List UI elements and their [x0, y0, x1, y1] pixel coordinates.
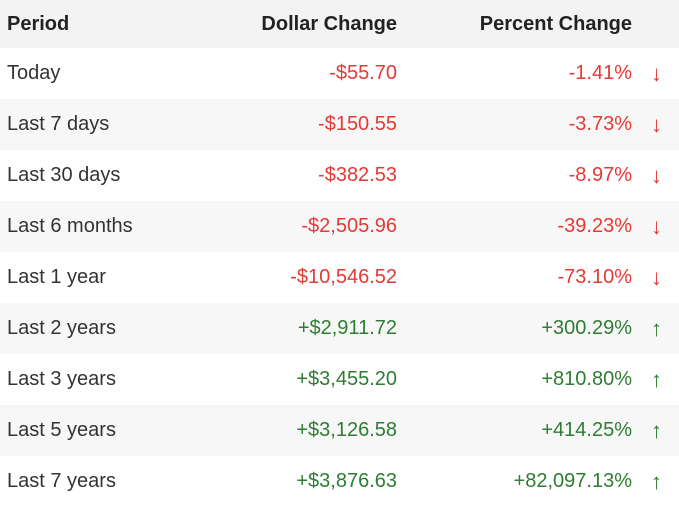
- row-percent-change: +82,097.13%: [513, 470, 632, 492]
- table-header: Period Dollar Change Percent Change: [0, 0, 679, 48]
- arrow-down-icon: ↓: [651, 162, 662, 188]
- arrow-up-icon: ↑: [651, 366, 662, 392]
- row-dollar-change: -$150.55: [318, 113, 397, 135]
- arrow-down-icon: ↓: [651, 213, 662, 239]
- table-row: Last 1 year -$10,546.52 -73.10% ↓: [0, 252, 679, 303]
- row-dollar-change: +$3,455.20: [296, 368, 397, 390]
- row-percent-change: -1.41%: [568, 62, 632, 84]
- row-percent-change: -8.97%: [568, 164, 632, 186]
- table-row: Last 7 days -$150.55 -3.73% ↓: [0, 99, 679, 150]
- row-percent-change: -3.73%: [568, 113, 632, 135]
- row-period: Last 7 years: [7, 470, 116, 492]
- row-dollar-change: +$3,126.58: [296, 419, 397, 441]
- row-dollar-change: -$2,505.96: [301, 215, 397, 237]
- table-row: Last 5 years +$3,126.58 +414.25% ↑: [0, 405, 679, 456]
- header-period: Period: [7, 12, 70, 35]
- header-dollar-change: Dollar Change: [261, 12, 397, 35]
- arrow-down-icon: ↓: [651, 111, 662, 137]
- arrow-down-icon: ↓: [651, 264, 662, 290]
- arrow-down-icon: ↓: [651, 60, 662, 86]
- row-period: Last 3 years: [7, 368, 116, 390]
- row-percent-change: -39.23%: [557, 215, 633, 237]
- header-percent-change: Percent Change: [479, 12, 632, 35]
- table-row: Today -$55.70 -1.41% ↓: [0, 48, 679, 99]
- row-dollar-change: +$2,911.72: [297, 317, 397, 339]
- table-row: Last 2 years +$2,911.72 +300.29% ↑: [0, 303, 679, 354]
- row-percent-change: +414.25%: [541, 419, 632, 441]
- row-dollar-change: -$382.53: [318, 164, 397, 186]
- row-percent-change: +810.80%: [541, 368, 632, 390]
- row-period: Today: [7, 62, 61, 84]
- row-period: Last 7 days: [7, 113, 110, 135]
- row-percent-change: +300.29%: [541, 317, 632, 339]
- row-dollar-change: -$55.70: [329, 62, 397, 84]
- arrow-up-icon: ↑: [651, 315, 662, 341]
- row-period: Last 2 years: [7, 317, 116, 339]
- row-period: Last 5 years: [7, 419, 116, 441]
- table-row: Last 3 years +$3,455.20 +810.80% ↑: [0, 354, 679, 405]
- table-row: Last 7 years +$3,876.63 +82,097.13% ↑: [0, 456, 679, 507]
- row-dollar-change: -$10,546.52: [290, 266, 397, 288]
- row-period: Last 6 months: [7, 215, 133, 237]
- table-row: Last 30 days -$382.53 -8.97% ↓: [0, 150, 679, 201]
- arrow-up-icon: ↑: [651, 468, 662, 494]
- row-period: Last 30 days: [7, 164, 121, 186]
- row-dollar-change: +$3,876.63: [296, 470, 397, 492]
- table-row: Last 6 months -$2,505.96 -39.23% ↓: [0, 201, 679, 252]
- row-percent-change: -73.10%: [557, 266, 633, 288]
- row-period: Last 1 year: [7, 266, 106, 288]
- arrow-up-icon: ↑: [651, 417, 662, 443]
